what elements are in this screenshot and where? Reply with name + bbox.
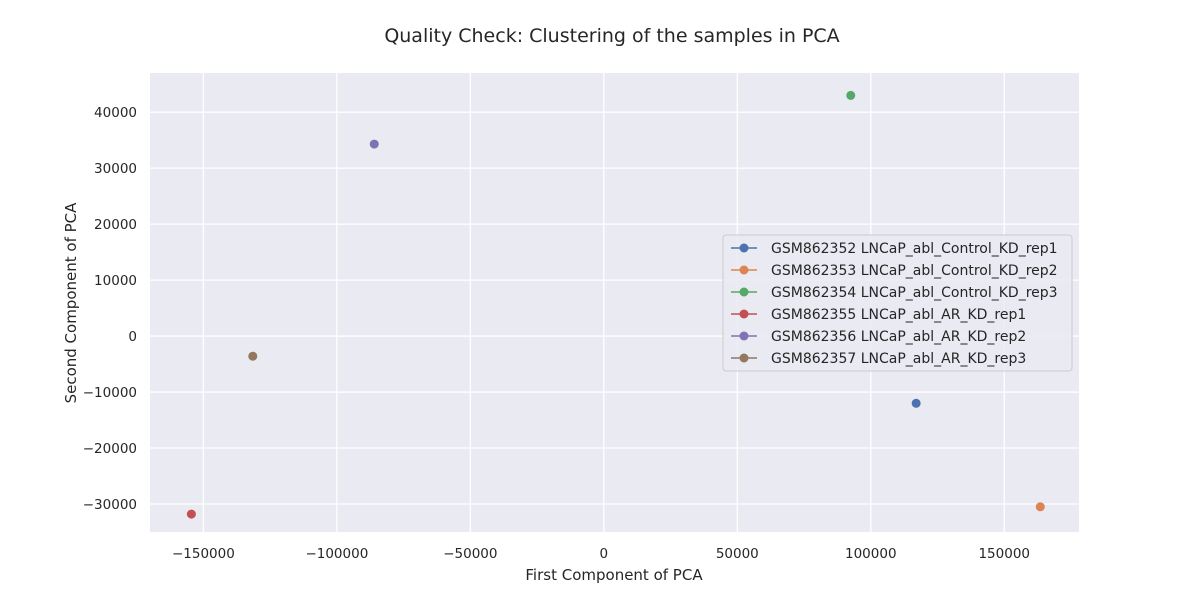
legend-label: GSM862357 LNCaP_abl_AR_KD_rep3 (771, 351, 1026, 367)
x-axis-label: First Component of PCA (525, 566, 703, 584)
legend-label: GSM862352 LNCaP_abl_Control_KD_rep1 (771, 241, 1058, 257)
y-tick-label: 0 (128, 329, 137, 345)
legend-swatch-marker (739, 265, 749, 275)
y-tick-label: −20000 (83, 441, 137, 457)
legend-box (722, 234, 1073, 372)
x-tick-label: 100000 (845, 546, 897, 562)
legend-label: GSM862354 LNCaP_abl_Control_KD_rep3 (771, 285, 1058, 301)
legend-swatch-marker (739, 287, 749, 297)
legend-label: GSM862355 LNCaP_abl_AR_KD_rep1 (771, 307, 1026, 323)
x-tick-label: 0 (600, 546, 609, 562)
y-axis-label: Second Component of PCA (62, 202, 80, 404)
y-tick-label: 30000 (94, 161, 137, 177)
y-tick-label: 40000 (94, 105, 137, 121)
y-tick-label: −10000 (83, 385, 137, 401)
legend-swatch-marker (739, 331, 749, 341)
data-point (911, 398, 921, 408)
legend-label: GSM862353 LNCaP_abl_Control_KD_rep2 (771, 263, 1058, 279)
legend-swatch-marker (739, 243, 749, 253)
x-tick-label: −150000 (172, 546, 235, 562)
legend-swatch-marker (739, 353, 749, 363)
y-tick-label: 20000 (94, 217, 137, 233)
x-tick-label: 150000 (978, 546, 1030, 562)
x-tick-label: 50000 (716, 546, 759, 562)
data-point (369, 139, 379, 149)
data-points (186, 90, 1045, 519)
chart-title: Quality Check: Clustering of the samples… (384, 25, 839, 47)
y-tick-label: 10000 (94, 273, 137, 289)
y-tick-label: −30000 (83, 497, 137, 513)
x-tick-label: −50000 (443, 546, 497, 562)
axis-ticks: −150000 −100000 −50000 0 50000 100000 150000−3… (83, 105, 1030, 562)
legend-label: GSM862356 LNCaP_abl_AR_KD_rep2 (771, 329, 1026, 345)
legend: GSM862352 LNCaP_abl_Control_KD_rep1 GSM86… (722, 234, 1073, 372)
data-point (248, 351, 258, 361)
data-point (846, 90, 856, 100)
legend-swatch-marker (739, 309, 749, 319)
x-tick-label: −100000 (305, 546, 368, 562)
data-point (1035, 502, 1045, 512)
data-point (186, 509, 196, 519)
